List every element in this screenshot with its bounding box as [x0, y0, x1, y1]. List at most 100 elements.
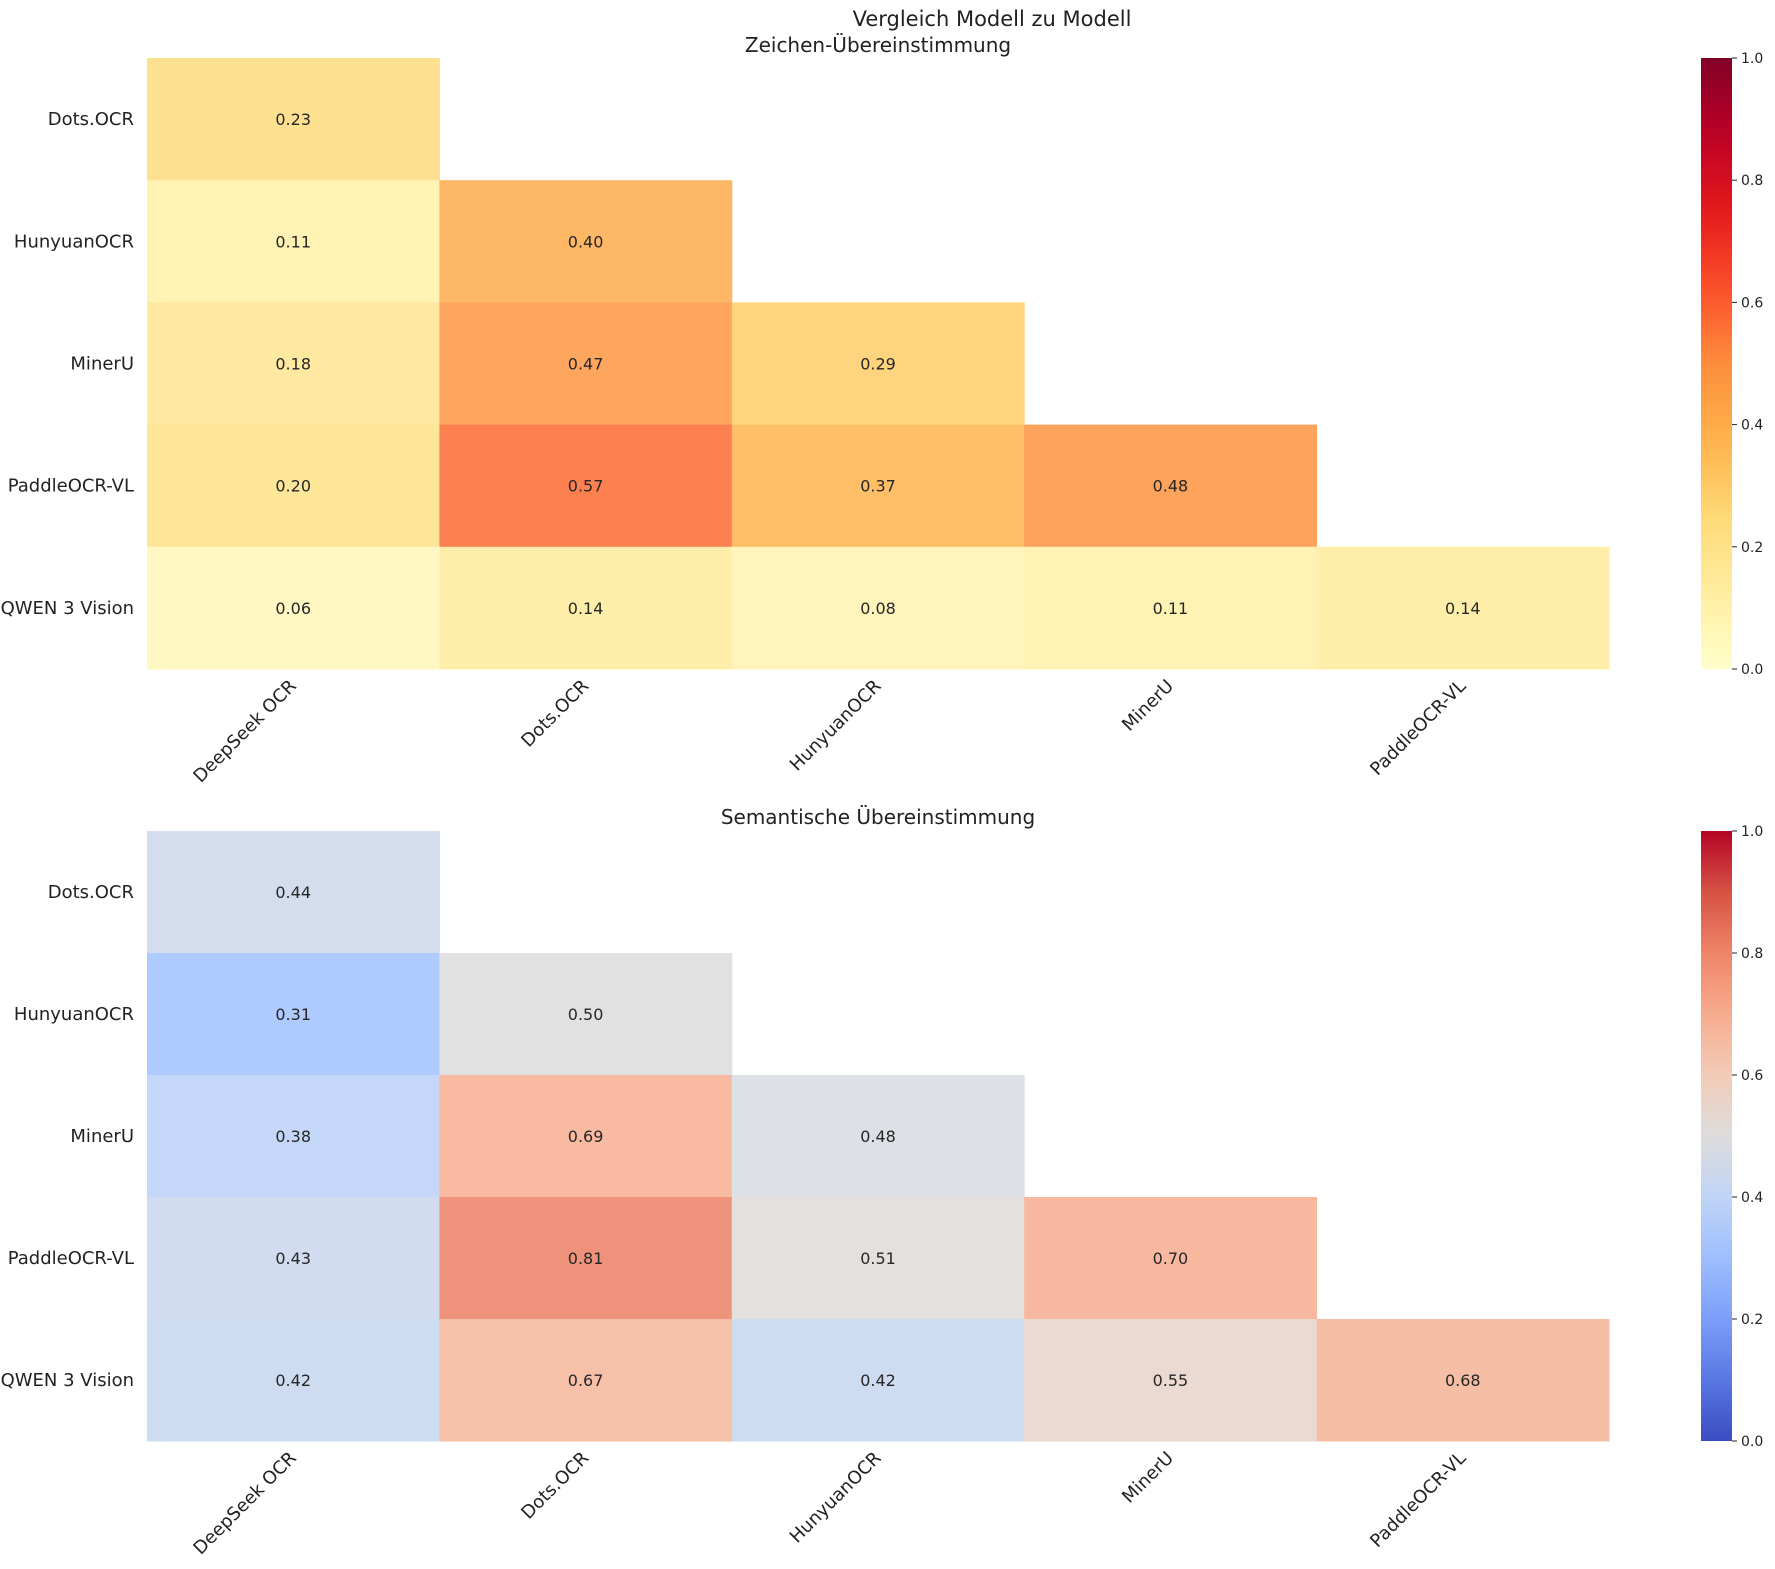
cell-value-label: 0.69: [568, 1127, 604, 1146]
colorbar-gradient: [1701, 831, 1732, 1441]
column-label: PaddleOCR-VL: [1366, 1448, 1470, 1552]
heatmap-title: Zeichen-Übereinstimmung: [745, 33, 1011, 57]
heatmap-cell: [147, 546, 440, 670]
heatmap-cell: [439, 546, 733, 670]
colorbar: 0.0 0.2 0.4 0.6 0.8 1.0: [1701, 51, 1763, 678]
heatmap-cell: [147, 302, 440, 426]
cell-value-label: 0.18: [275, 355, 311, 374]
column-label: Dots.OCR: [517, 676, 593, 752]
colorbar-tick-label: 0.4: [1741, 418, 1763, 434]
row-label: QWEN 3 Vision: [1, 598, 134, 619]
heatmap-cell: [1316, 1319, 1610, 1442]
column-label: HunyuanOCR: [786, 1448, 886, 1548]
column-label: HunyuanOCR: [786, 676, 886, 776]
cell-value-label: 0.50: [568, 1005, 604, 1024]
heatmap-cell: [1316, 546, 1610, 670]
cell-value-label: 0.70: [1153, 1249, 1189, 1268]
colorbar-tick-label: 0.6: [1741, 1068, 1763, 1084]
heatmap-cell: [147, 953, 440, 1076]
figure-title: Vergleich Modell zu Modell: [853, 7, 1132, 31]
cell-value-label: 0.40: [568, 232, 604, 251]
row-label: HunyuanOCR: [14, 231, 134, 252]
cell-value-label: 0.31: [275, 1005, 311, 1024]
colorbar-tick-label: 0.2: [1741, 540, 1763, 556]
cell-value-label: 0.68: [1445, 1371, 1481, 1390]
column-label: Dots.OCR: [517, 1448, 593, 1524]
heatmap-cell: [147, 180, 440, 303]
heatmap-cell: [147, 1197, 440, 1320]
cell-value-label: 0.57: [568, 477, 604, 496]
cell-value-label: 0.29: [860, 355, 896, 374]
cell-value-label: 0.48: [860, 1127, 896, 1146]
row-label: HunyuanOCR: [14, 1004, 134, 1025]
cell-value-label: 0.14: [1445, 599, 1481, 618]
heatmap-cell: [731, 1075, 1025, 1198]
colorbar-gradient: [1701, 58, 1732, 669]
heatmap-cell: [1024, 1319, 1318, 1442]
heatmap-cell: [731, 1197, 1025, 1320]
cell-value-label: 0.23: [275, 110, 311, 129]
heatmap-cell: [1024, 546, 1318, 670]
row-label: Dots.OCR: [48, 882, 134, 903]
colorbar-tick-label: 0.8: [1741, 946, 1763, 962]
heatmap-2: Semantische Übereinstimmung 0.44 0.31 0.50 0…: [1, 805, 1610, 1559]
cell-value-label: 0.44: [275, 883, 311, 902]
colorbar-tick-label: 0.6: [1741, 295, 1763, 311]
column-label: DeepSeek OCR: [189, 676, 300, 787]
heatmap-cell: [439, 180, 733, 303]
heatmap-cell: [147, 1075, 440, 1198]
cell-value-label: 0.55: [1153, 1371, 1189, 1390]
heatmap-1: Zeichen-Übereinstimmung 0.23 0.11 0.40 0.18 0…: [1, 33, 1610, 787]
cell-value-label: 0.06: [275, 599, 311, 618]
row-label: PaddleOCR-VL: [8, 476, 134, 497]
cell-value-label: 0.14: [568, 599, 604, 618]
cell-value-label: 0.47: [568, 355, 604, 374]
cell-value-label: 0.08: [860, 599, 896, 618]
cell-value-label: 0.48: [1153, 477, 1189, 496]
cell-value-label: 0.37: [860, 477, 896, 496]
cell-value-label: 0.11: [275, 232, 311, 251]
row-label: PaddleOCR-VL: [8, 1248, 134, 1269]
row-label: Dots.OCR: [48, 109, 134, 130]
heatmap-cell: [731, 546, 1025, 670]
heatmap-cell: [731, 424, 1025, 548]
row-label: MinerU: [70, 1126, 134, 1147]
colorbar-tick-label: 1.0: [1741, 51, 1763, 67]
colorbar-tick-label: 0.4: [1741, 1190, 1763, 1206]
colorbar-tick-label: 1.0: [1741, 824, 1763, 840]
cell-value-label: 0.42: [860, 1371, 896, 1390]
row-label: QWEN 3 Vision: [1, 1370, 134, 1391]
heatmap-cell: [731, 1319, 1025, 1442]
heatmap-cell: [1024, 424, 1318, 548]
cell-value-label: 0.20: [275, 477, 311, 496]
cell-value-label: 0.81: [568, 1249, 604, 1268]
cell-value-label: 0.42: [275, 1371, 311, 1390]
cell-value-label: 0.38: [275, 1127, 311, 1146]
heatmap-cell: [147, 58, 440, 181]
colorbar-tick-label: 0.0: [1741, 662, 1763, 678]
row-label: MinerU: [70, 354, 134, 375]
heatmap-title: Semantische Übereinstimmung: [721, 805, 1035, 829]
cell-value-label: 0.67: [568, 1371, 604, 1390]
heatmap-cell: [439, 302, 733, 426]
cell-value-label: 0.43: [275, 1249, 311, 1268]
heatmap-cell: [147, 831, 440, 954]
heatmap-cell: [731, 302, 1025, 426]
column-label: PaddleOCR-VL: [1366, 676, 1470, 780]
colorbar: 0.0 0.2 0.4 0.6 0.8 1.0: [1701, 824, 1763, 1450]
column-label: MinerU: [1118, 676, 1178, 736]
heatmap-cell: [439, 953, 733, 1076]
colorbar-tick-label: 0.8: [1741, 173, 1763, 189]
heatmap-cell: [1024, 1197, 1318, 1320]
cell-value-label: 0.51: [860, 1249, 896, 1268]
colorbar-tick-label: 0.2: [1741, 1312, 1763, 1328]
heatmap-cell: [439, 1075, 733, 1198]
heatmap-cell: [439, 1197, 733, 1320]
heatmap-cell: [439, 424, 733, 548]
colorbar-tick-label: 0.0: [1741, 1434, 1763, 1450]
heatmap-cell: [147, 1319, 440, 1442]
column-label: DeepSeek OCR: [189, 1448, 300, 1559]
cell-value-label: 0.11: [1153, 599, 1189, 618]
column-label: MinerU: [1118, 1448, 1178, 1508]
